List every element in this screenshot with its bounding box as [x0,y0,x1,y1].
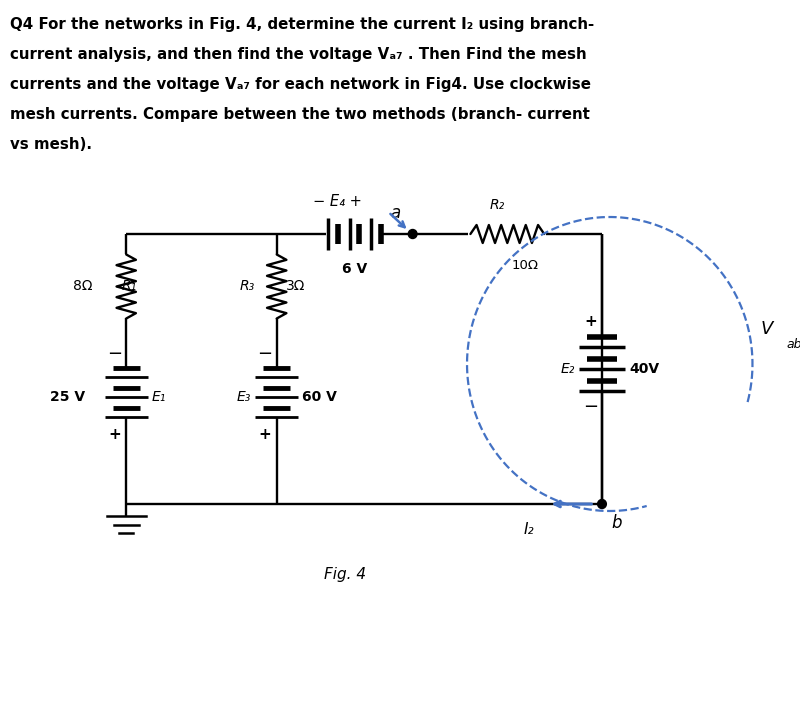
Text: 25 V: 25 V [50,390,86,404]
Circle shape [598,500,606,508]
Text: current analysis, and then find the voltage Vₐ₇ . Then Find the mesh: current analysis, and then find the volt… [10,47,586,62]
Text: +: + [584,313,597,328]
Text: +: + [108,428,121,442]
Text: mesh currents. Compare between the two methods (branch- current: mesh currents. Compare between the two m… [10,107,590,122]
Text: ab: ab [786,337,800,350]
Text: − E₄ +: − E₄ + [314,194,362,209]
Text: R₃: R₃ [240,279,255,294]
Text: 60 V: 60 V [302,390,337,404]
Text: 40V: 40V [629,362,659,376]
Text: 6 V: 6 V [342,262,367,276]
Text: R₂: R₂ [490,198,506,212]
Text: −: − [582,398,598,416]
Text: 3Ω: 3Ω [286,279,306,294]
Text: a: a [390,204,400,222]
Text: −: − [107,345,122,363]
Text: E₁: E₁ [151,390,166,404]
Text: E₂: E₂ [561,362,574,376]
Circle shape [408,230,417,238]
Text: Q4 For the networks in Fig. 4, determine the current I₂ using branch-: Q4 For the networks in Fig. 4, determine… [10,17,594,32]
Text: currents and the voltage Vₐ₇ for each network in Fig4. Use clockwise: currents and the voltage Vₐ₇ for each ne… [10,77,590,92]
Text: vs mesh).: vs mesh). [10,137,92,152]
Text: Fig. 4: Fig. 4 [324,566,366,581]
Text: E₃: E₃ [237,390,251,404]
Text: +: + [258,428,271,442]
Text: R₁: R₁ [122,279,137,294]
Text: −: − [258,345,273,363]
Text: V: V [760,320,773,338]
Text: 10Ω: 10Ω [511,259,538,272]
Text: I₂: I₂ [524,522,534,537]
Text: 8Ω: 8Ω [73,279,92,294]
Text: b: b [612,514,622,532]
